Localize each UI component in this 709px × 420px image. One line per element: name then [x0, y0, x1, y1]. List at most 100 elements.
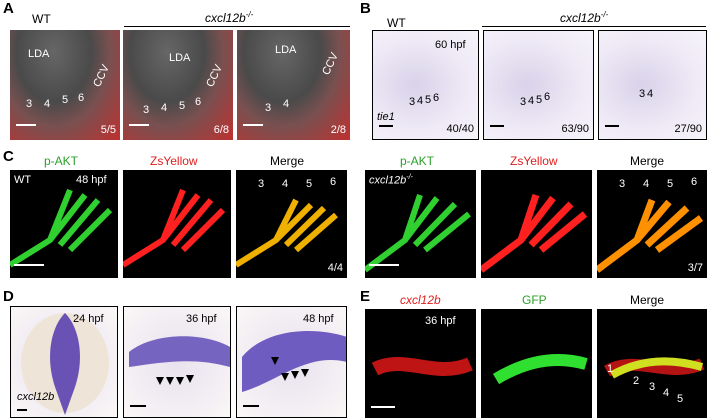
allele: -/- [406, 174, 413, 181]
image: 3 4 27/90 [598, 30, 707, 140]
arch: 3 [265, 102, 272, 114]
panel-label: A [3, 0, 14, 17]
image: LDA CCV 3 4 2/8 [237, 30, 350, 140]
arch: 6 [433, 92, 440, 104]
vessel [481, 193, 588, 273]
channel: ZsYellow [150, 154, 198, 168]
scale-bar [129, 124, 149, 126]
image [123, 170, 231, 278]
arch: 3 [26, 98, 33, 110]
signal [10, 188, 113, 268]
image: LDA CCV 3 4 5 6 6/8 [123, 30, 233, 140]
ratio: 63/90 [561, 123, 589, 135]
arch: 3 [639, 88, 646, 100]
channel: p-AKT [44, 154, 79, 168]
scale-bar [14, 264, 44, 266]
arch: 4 [647, 88, 654, 100]
landmark: LDA [169, 52, 191, 64]
genotype: cxcl12b-/- [205, 10, 253, 25]
arch: 5 [667, 178, 674, 190]
ratio: 2/8 [330, 124, 346, 136]
stain [129, 336, 230, 385]
arch: 6 [78, 92, 85, 104]
arch: 5 [425, 94, 432, 106]
arrowheads [271, 357, 309, 381]
scale-bar [17, 409, 27, 411]
signal [123, 188, 226, 268]
arrowheads [156, 375, 194, 385]
gene: cxcl12b [205, 11, 246, 25]
channel: Merge [630, 154, 665, 168]
arch: 4 [417, 95, 424, 107]
ratio: 5/5 [100, 124, 116, 136]
arch: 3 [258, 178, 265, 190]
channel: Merge [270, 154, 305, 168]
arch: 5 [179, 100, 186, 112]
image [481, 309, 592, 418]
arch: 6 [330, 176, 337, 188]
arch: 4 [283, 98, 290, 110]
ratio: 40/40 [446, 123, 474, 135]
vessel [236, 198, 338, 268]
scale-bar [130, 405, 146, 407]
panel-label: E [360, 288, 371, 305]
probe: cxcl12b [17, 391, 55, 403]
stage: 48 hpf [76, 174, 107, 186]
channel: cxcl12b [400, 293, 441, 307]
channel: GFP [522, 293, 547, 307]
scale-bar [369, 264, 399, 266]
allele: -/- [245, 10, 254, 19]
arch: 3 [520, 96, 527, 108]
allele: -/- [600, 10, 609, 19]
genotype: WT [32, 12, 51, 26]
image [481, 170, 592, 278]
genotype: cxcl12b-/- [560, 10, 608, 25]
panel-label: D [3, 288, 14, 305]
genotype: cxcl12b-/- [369, 174, 413, 187]
image: 3 4 5 6 63/90 [483, 30, 594, 140]
signal [236, 198, 338, 268]
signal [371, 357, 473, 376]
arch: 6 [691, 176, 698, 188]
arch: 4 [643, 178, 650, 190]
scale-bar [371, 406, 395, 408]
scale-bar [605, 125, 619, 127]
genotype: WT [14, 174, 32, 186]
panel-label: B [360, 0, 371, 17]
ratio: 3/7 [687, 262, 703, 274]
image: 24 hpf cxcl12b [10, 306, 118, 418]
group-line [482, 26, 706, 27]
probe: tie1 [377, 111, 395, 123]
image: 36 hpf [123, 306, 231, 418]
image: LDA CCV 3 4 5 6 5/5 [10, 30, 120, 140]
landmark: LDA [28, 48, 50, 60]
vessel [365, 194, 471, 273]
arch: 3 [409, 96, 416, 108]
arch: 5 [306, 178, 313, 190]
signal [481, 193, 588, 273]
stain-region [610, 357, 704, 379]
arch: 2 [633, 375, 640, 387]
stain [21, 313, 109, 415]
stage: 24 hpf [73, 313, 104, 325]
panel-label: C [3, 148, 14, 165]
stage: 36 hpf [186, 313, 217, 325]
arch: 6 [544, 91, 551, 103]
vessel [597, 198, 704, 273]
stain-region [50, 313, 80, 415]
image: cxcl12b-/- [365, 170, 476, 278]
landmark: LDA [275, 44, 297, 56]
arch: 4 [663, 387, 670, 399]
image: 60 hpf tie1 3 4 5 6 40/40 [372, 30, 479, 140]
scale-bar [379, 125, 393, 127]
scale-bar [243, 124, 263, 126]
signal [597, 198, 704, 273]
image: 36 hpf [365, 309, 476, 418]
vessel [10, 188, 113, 268]
scale-bar [16, 124, 36, 126]
arch: 1 [607, 363, 614, 375]
arch: 4 [528, 95, 535, 107]
stain-region [242, 331, 346, 392]
channel: p-AKT [400, 154, 435, 168]
arch: 4 [282, 178, 289, 190]
